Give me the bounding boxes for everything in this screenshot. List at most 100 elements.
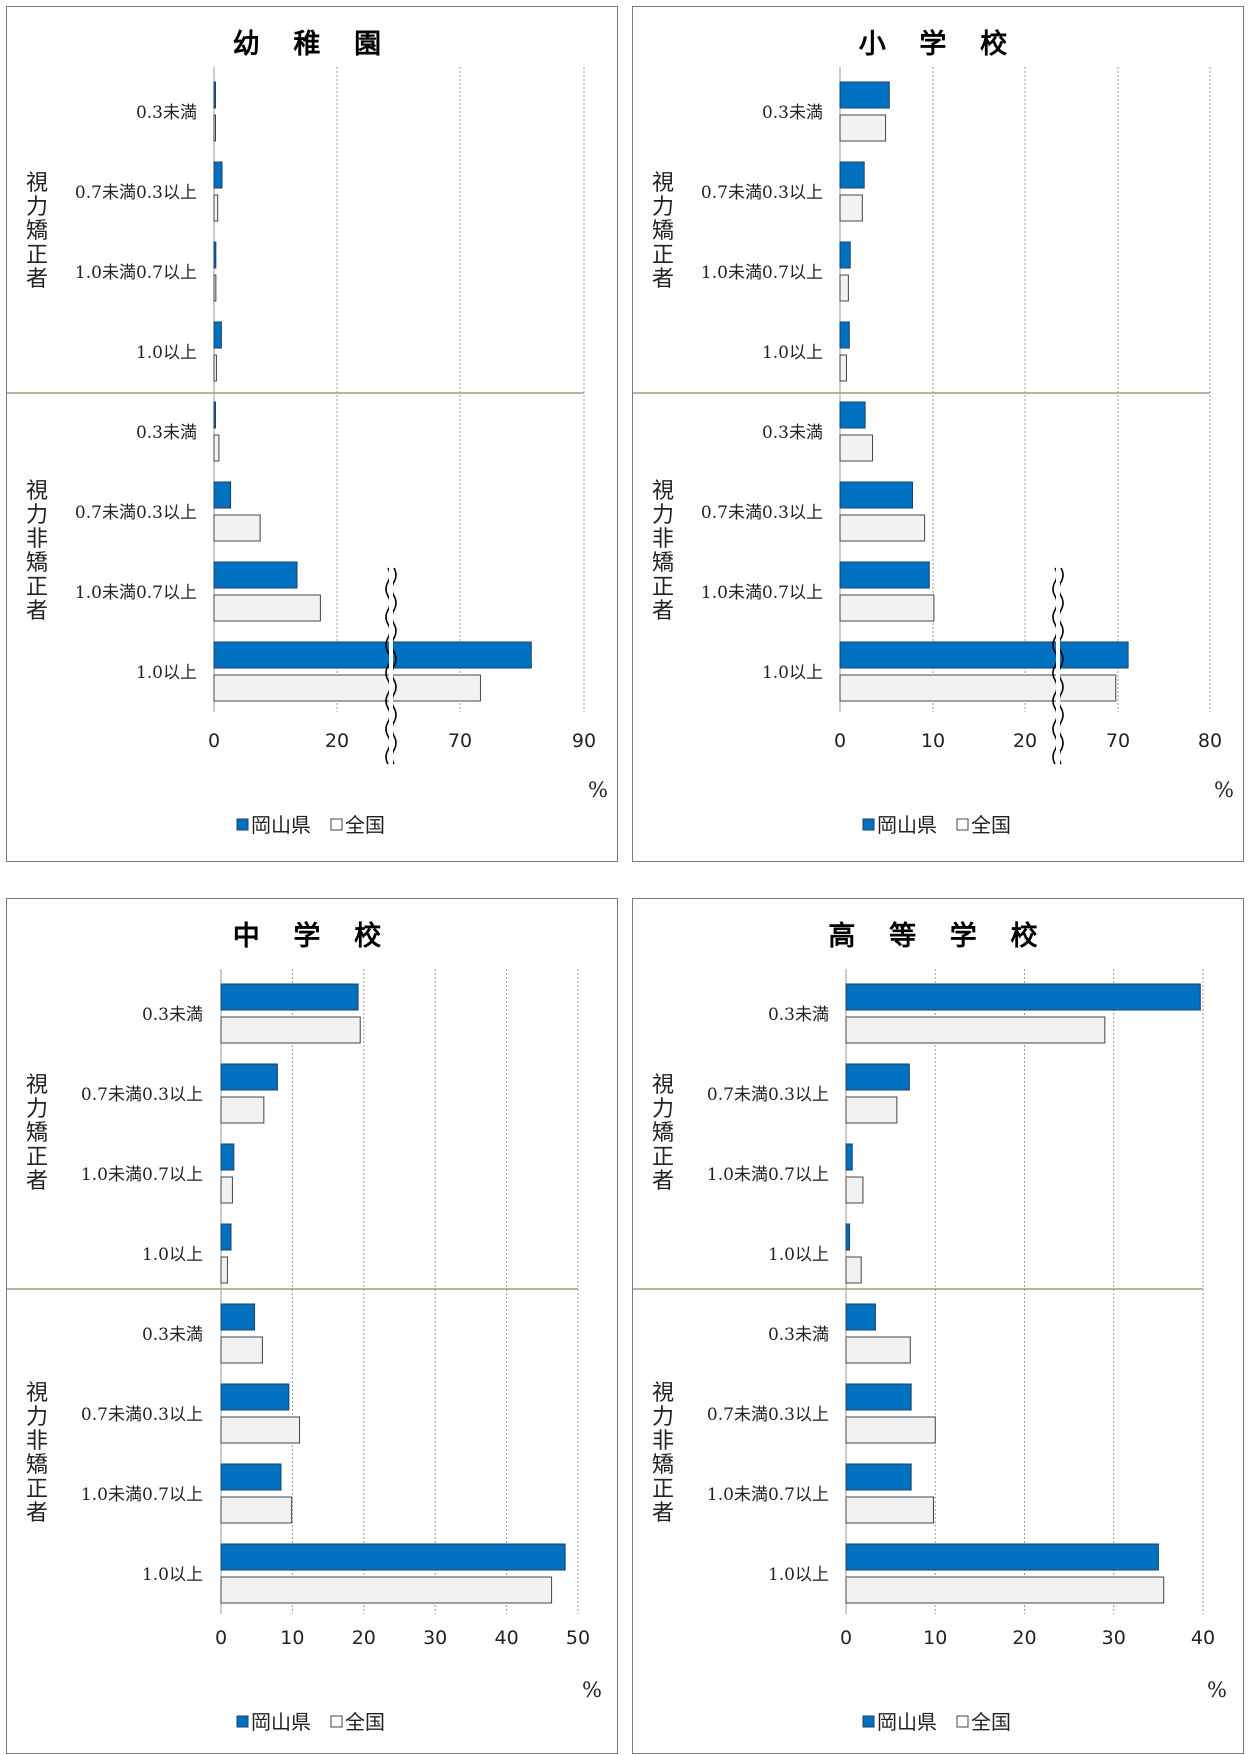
x-tick-label: 40 [1191, 1627, 1215, 1649]
bar-national [220, 1176, 233, 1204]
chart-svg-high-school: 高 等 学 校 0.3未満 0.7未満0.3以上 1.0未満0.7以上 1.0以上 0.3… [633, 920, 1227, 1734]
group-label: 視力矯正者 [26, 171, 48, 292]
chart-svg-elementary: 小 学 校 0.3未満 0.7未満0.3以上 1.0未満0.7以上 1.0以上 0.3未満… [633, 28, 1234, 837]
x-tick-label: 20 [1012, 1627, 1036, 1649]
bar-national [213, 594, 321, 622]
bar-national [845, 1256, 862, 1284]
x-tick-label: 20 [325, 730, 349, 752]
bar-okayama [845, 1463, 912, 1491]
category-label: 0.7未満0.3以上 [701, 183, 823, 203]
bar-national [213, 674, 481, 702]
category-label: 1.0以上 [768, 1565, 829, 1585]
group-label: 視力非矯正者 [26, 1381, 48, 1526]
bar-okayama [839, 641, 1129, 669]
bar-national [213, 354, 217, 382]
bar-national [220, 1016, 361, 1044]
x-tick-label: 30 [1102, 1627, 1126, 1649]
category-label: 0.3未満 [136, 423, 197, 443]
bar-national [845, 1016, 1106, 1044]
category-label: 1.0未満0.7以上 [707, 1485, 829, 1505]
bar-national [220, 1576, 553, 1604]
category-label: 1.0以上 [762, 663, 823, 683]
x-tick-label: 10 [923, 1627, 947, 1649]
legend-label-okayama: 岡山県 [877, 813, 937, 837]
category-label: 1.0未満0.7以上 [75, 263, 197, 283]
legend-swatch-national [956, 1715, 969, 1728]
bar-okayama [213, 321, 222, 349]
bar-okayama [845, 983, 1201, 1011]
unit-label: % [582, 1678, 602, 1702]
bar-okayama [213, 81, 216, 109]
bar-national [213, 434, 220, 462]
legend-label-national: 全国 [345, 1710, 385, 1734]
legend-swatch-okayama [236, 818, 249, 831]
unit-label: % [1207, 1678, 1227, 1702]
bar-okayama [220, 1143, 235, 1171]
unit-label: % [588, 778, 608, 802]
category-label: 0.7未満0.3以上 [707, 1085, 829, 1105]
legend-label-okayama: 岡山県 [251, 1710, 311, 1734]
bar-national [839, 594, 935, 622]
category-label: 0.7未満0.3以上 [707, 1405, 829, 1425]
category-label: 1.0以上 [136, 663, 197, 683]
category-label: 0.3未満 [142, 1325, 203, 1345]
group-label: 視力矯正者 [652, 171, 674, 292]
category-label: 1.0未満0.7以上 [81, 1165, 203, 1185]
bar-national [839, 514, 926, 542]
bar-okayama [220, 1303, 256, 1331]
chart-panel-high-school: 高 等 学 校 0.3未満 0.7未満0.3以上 1.0未満0.7以上 1.0以上 0.3… [632, 898, 1244, 1754]
bar-okayama [839, 161, 865, 189]
bar-national [839, 274, 849, 302]
group-label: 視力矯正者 [26, 1073, 48, 1194]
bar-okayama [839, 561, 930, 589]
chart-panel-elementary: 小 学 校 0.3未満 0.7未満0.3以上 1.0未満0.7以上 1.0以上 0.3未満… [632, 6, 1244, 862]
group-label: 視力非矯正者 [652, 1381, 674, 1526]
bar-okayama [220, 1463, 282, 1491]
legend-swatch-national [330, 1715, 343, 1728]
chart-panel-kindergarten: 幼 稚 園 0.3未満 0.7未満0.3以上 1.0未満0.7以上 1.0以上 0.3未満… [6, 6, 618, 862]
bar-okayama [845, 1383, 912, 1411]
x-tick-label: 70 [448, 730, 472, 752]
category-label: 0.3未満 [762, 103, 823, 123]
x-tick-label: 20 [1013, 730, 1037, 752]
category-label: 0.7未満0.3以上 [81, 1405, 203, 1425]
category-label: 1.0以上 [136, 343, 197, 363]
bar-okayama [845, 1543, 1159, 1571]
bar-national [839, 354, 848, 382]
bar-national [845, 1416, 936, 1444]
legend-swatch-okayama [862, 1715, 875, 1728]
x-tick-label: 30 [423, 1627, 447, 1649]
legend-swatch-national [956, 818, 969, 831]
bar-okayama [839, 81, 890, 109]
legend-label-national: 全国 [971, 813, 1011, 837]
legend-label-okayama: 岡山県 [251, 813, 311, 837]
category-label: 1.0以上 [142, 1565, 203, 1585]
group-label: 視力非矯正者 [652, 479, 674, 624]
legend-swatch-okayama [862, 818, 875, 831]
category-label: 1.0未満0.7以上 [701, 583, 823, 603]
x-tick-label: 10 [280, 1627, 304, 1649]
chart-svg-kindergarten: 幼 稚 園 0.3未満 0.7未満0.3以上 1.0未満0.7以上 1.0以上 0.3未満… [7, 29, 608, 837]
category-label: 1.0未満0.7以上 [81, 1485, 203, 1505]
category-label: 0.7未満0.3以上 [81, 1085, 203, 1105]
category-label: 0.3未満 [768, 1325, 829, 1345]
bar-okayama [213, 561, 298, 589]
chart-title: 小 学 校 [859, 28, 1020, 60]
axis-break-mark [385, 567, 397, 775]
bar-national [213, 194, 219, 222]
x-tick-label: 0 [208, 730, 220, 752]
bar-okayama [220, 1383, 290, 1411]
chart-title: 幼 稚 園 [233, 29, 394, 60]
category-label: 0.3未満 [762, 423, 823, 443]
category-label: 0.7未満0.3以上 [75, 503, 197, 523]
axis-break-mark [1052, 567, 1064, 775]
bar-okayama [220, 1543, 566, 1571]
bar-okayama [845, 1223, 851, 1251]
chart-title: 高 等 学 校 [828, 920, 1049, 952]
bar-okayama [213, 161, 223, 189]
category-label: 0.3未満 [142, 1005, 203, 1025]
legend-label-okayama: 岡山県 [877, 1710, 937, 1734]
legend-swatch-okayama [236, 1715, 249, 1728]
bar-national [839, 114, 887, 142]
x-tick-label: 40 [495, 1627, 519, 1649]
